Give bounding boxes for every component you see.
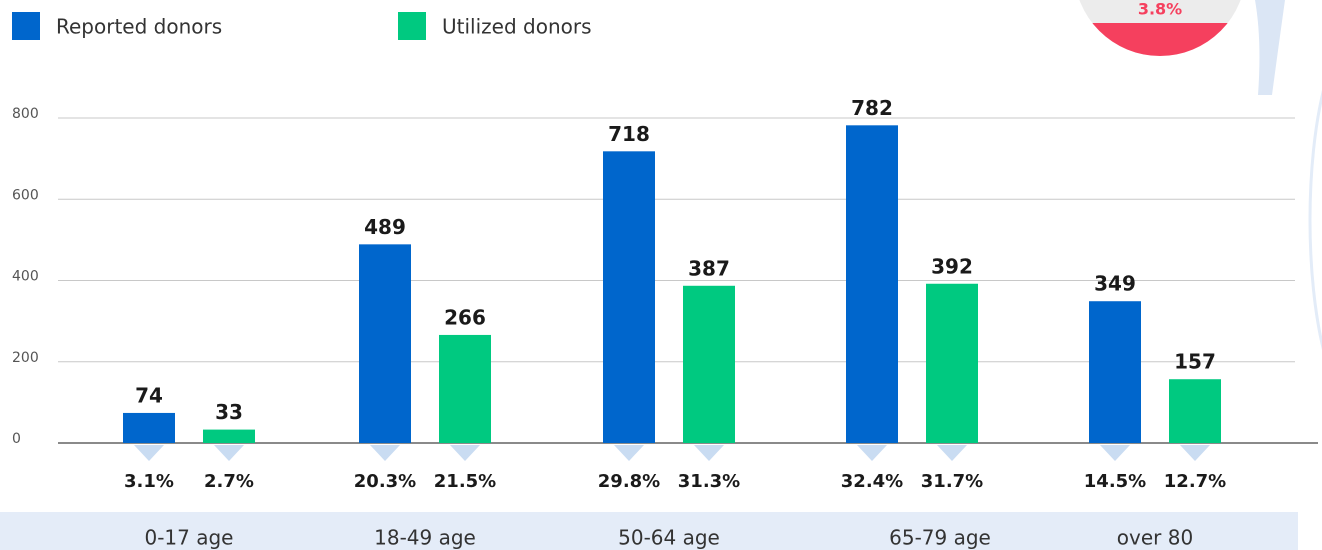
pointer <box>134 445 164 461</box>
y-tick-label: 600 <box>12 187 39 203</box>
legend-swatch <box>398 12 426 40</box>
value-label: 349 <box>1094 272 1136 296</box>
value-label: 157 <box>1174 350 1216 374</box>
pointer <box>370 445 400 461</box>
value-label: 266 <box>444 305 486 329</box>
x-tick-label: 65-79 age <box>889 526 991 550</box>
annotation: 3.8% <box>1138 0 1182 19</box>
x-tick-label: 0-17 age <box>144 526 233 550</box>
share-label: 3.1% <box>124 471 174 492</box>
share-label: 14.5% <box>1084 471 1146 492</box>
value-label: 74 <box>135 383 163 407</box>
pointer <box>1180 445 1210 461</box>
x-tick-label: over 80 <box>1117 526 1193 550</box>
pointer <box>1100 445 1130 461</box>
pointer <box>937 445 967 461</box>
x-tick-label: 50-64 age <box>618 526 720 550</box>
bar <box>603 151 655 443</box>
share-label: 32.4% <box>841 471 903 492</box>
y-tick-label: 400 <box>12 269 39 285</box>
value-label: 392 <box>931 254 973 278</box>
pointer <box>857 445 887 461</box>
bar <box>926 283 978 443</box>
y-tick-label: 200 <box>12 350 39 366</box>
pointer <box>214 445 244 461</box>
bar <box>1169 379 1221 443</box>
value-label: 718 <box>608 122 650 146</box>
legend-label: Reported donors <box>56 15 222 39</box>
legend-label: Utilized donors <box>442 15 592 39</box>
share-label: 31.3% <box>678 471 740 492</box>
bar <box>439 334 491 443</box>
pointer <box>450 445 480 461</box>
y-tick-label: 800 <box>12 106 39 122</box>
bar <box>846 125 898 443</box>
decor-arc <box>1308 90 1322 350</box>
share-label: 21.5% <box>434 471 496 492</box>
bar <box>123 412 175 443</box>
y-tick-label: 0 <box>12 431 21 447</box>
x-tick-label: 18-49 age <box>374 526 476 550</box>
value-label: 387 <box>688 256 730 280</box>
share-label: 31.7% <box>921 471 983 492</box>
share-label: 2.7% <box>204 471 254 492</box>
bar <box>683 285 735 443</box>
share-label: 20.3% <box>354 471 416 492</box>
pointer <box>694 445 724 461</box>
category-band <box>0 512 1298 550</box>
share-label: 12.7% <box>1164 471 1226 492</box>
pointer <box>614 445 644 461</box>
legend-swatch <box>12 12 40 40</box>
decor-hand <box>1255 0 1285 95</box>
bar <box>203 429 255 443</box>
bar <box>359 244 411 443</box>
value-label: 33 <box>215 400 243 424</box>
bar <box>1089 301 1141 443</box>
share-label: 29.8% <box>598 471 660 492</box>
value-label: 489 <box>364 215 406 239</box>
value-label: 782 <box>851 96 893 120</box>
